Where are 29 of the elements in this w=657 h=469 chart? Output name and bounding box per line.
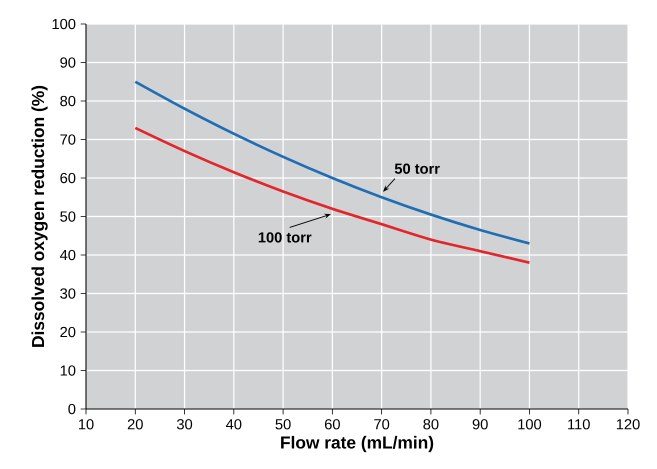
x-tick-label: 40 <box>226 419 242 430</box>
y-tick-label: 40 <box>60 250 76 260</box>
x-tick-label: 90 <box>472 419 488 430</box>
y-tick-label: 100 <box>52 18 76 30</box>
x-axis-title: Flow rate (mL/min) <box>281 436 434 452</box>
y-tick-label: 70 <box>60 134 76 145</box>
y-tick-label: 90 <box>60 57 76 68</box>
x-tick-label: 10 <box>78 419 94 430</box>
y-tick-label: 20 <box>60 326 76 338</box>
line-series <box>134 80 531 245</box>
series-label: 50 torr <box>394 164 440 174</box>
y-axis-title: Dissolved oxygen reduction (%) <box>31 86 48 347</box>
line-series <box>134 126 531 264</box>
x-tick-label: 80 <box>423 419 438 430</box>
y-tick-label: 80 <box>60 96 76 106</box>
y-tick-label: 0 <box>68 404 76 414</box>
y-tick-label: 60 <box>60 172 76 184</box>
y-tick-label: 30 <box>60 288 76 299</box>
x-tick-label: 30 <box>176 419 192 430</box>
series-label: 100 torr <box>258 232 312 243</box>
x-tick-label: 100 <box>518 419 542 430</box>
y-tick-label: 50 <box>60 211 76 222</box>
x-tick-label: 20 <box>128 419 143 430</box>
x-tick-label: 120 <box>616 419 640 430</box>
x-tick-label: 110 <box>568 419 590 430</box>
x-tick-label: 50 <box>276 419 291 430</box>
x-tick-label: 70 <box>374 419 390 430</box>
y-tick-label: 10 <box>60 365 76 376</box>
x-tick-label: 60 <box>324 419 340 430</box>
